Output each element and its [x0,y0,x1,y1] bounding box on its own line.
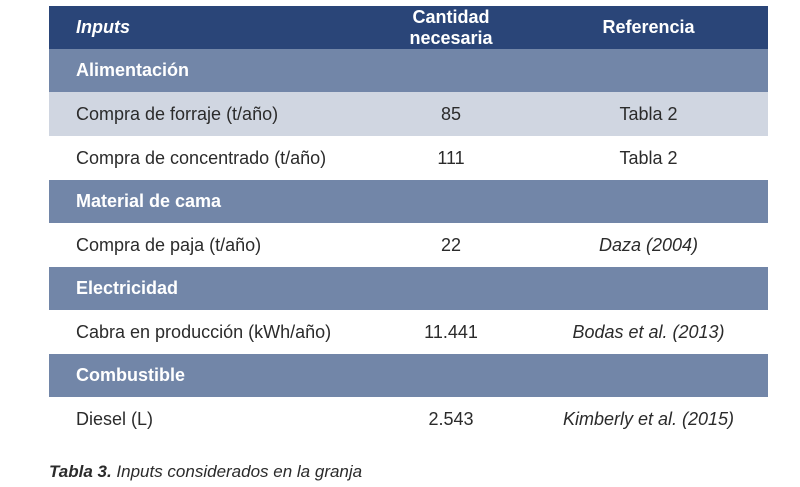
quantity-cell: 11.441 [424,321,478,342]
section-title: Combustible [76,365,186,385]
table-row: Compra de concentrado (t/año) 111 Tabla 2 [49,136,768,180]
table-row: Compra de paja (t/año) 22 Daza (2004) [49,223,768,267]
table-row: Compra de forraje (t/año) 85 Tabla 2 [49,92,768,136]
section-row: Material de cama [49,180,768,223]
table-caption: Tabla 3. Inputs considerados en la granj… [49,462,362,482]
section-row: Electricidad [49,267,768,310]
header-reference: Referencia [602,17,695,37]
caption-text: Inputs considerados en la granja [111,462,363,481]
caption-label: Tabla 3. [49,462,112,481]
input-cell: Diesel (L) [76,408,154,429]
reference-cell: Kimberly et al. (2015) [562,408,735,429]
quantity-cell: 2.543 [428,408,474,429]
quantity-cell: 85 [440,103,462,124]
reference-cell: Tabla 2 [619,103,678,124]
section-row: Combustible [49,354,768,397]
input-cell: Compra de paja (t/año) [76,234,262,255]
reference-cell: Tabla 2 [619,147,678,168]
header-inputs: Inputs [76,17,130,37]
inputs-table: Inputs Cantidad necesaria Referencia Ali… [49,6,768,441]
table-row: Diesel (L) 2.543 Kimberly et al. (2015) [49,397,768,441]
reference-cell: Daza (2004) [598,234,699,255]
table-body: Alimentación Compra de forraje (t/año) 85 T… [49,49,768,441]
table-header: Inputs Cantidad necesaria Referencia [49,6,768,49]
input-cell: Cabra en producción (kWh/año) [76,321,332,342]
section-title: Material de cama [76,191,222,211]
quantity-cell: 111 [437,147,465,168]
header-quantity: Cantidad necesaria [409,6,493,48]
section-title: Alimentación [76,60,190,80]
reference-cell: Bodas et al. (2013) [572,321,725,342]
section-row: Alimentación [49,49,768,92]
quantity-cell: 22 [440,234,462,255]
section-title: Electricidad [76,278,179,298]
input-cell: Compra de concentrado (t/año) [76,147,327,168]
input-cell: Compra de forraje (t/año) [76,103,279,124]
table-row: Cabra en producción (kWh/año) 11.441 Bodas… [49,310,768,354]
